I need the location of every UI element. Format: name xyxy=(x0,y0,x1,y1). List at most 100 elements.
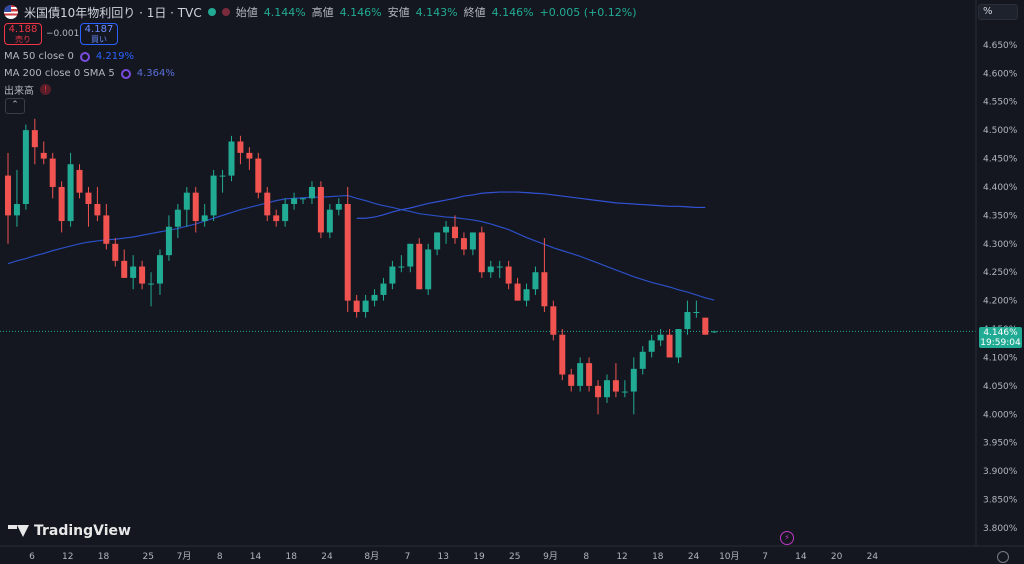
x-tick-label: 10月 xyxy=(719,551,739,562)
candle-body xyxy=(148,283,155,285)
settings-icon[interactable] xyxy=(120,68,131,79)
y-tick-label: 4.200% xyxy=(983,297,1018,307)
chart-legend: 米国債10年物利回り · 1日 · TVC 始値 4.144% 高値 4.146% … xyxy=(4,3,636,21)
candle-body xyxy=(103,215,110,244)
open-value: 4.144% xyxy=(263,5,306,19)
x-tick-label: 14 xyxy=(250,552,262,562)
candle-body xyxy=(237,141,244,153)
x-tick-label: 9月 xyxy=(543,551,558,562)
price-axis xyxy=(976,0,1024,564)
candle-body xyxy=(487,266,494,273)
volume-legend[interactable]: 出来高 ! xyxy=(4,82,51,97)
candle-body xyxy=(416,243,423,290)
candle-body xyxy=(443,226,450,233)
candle-body xyxy=(344,204,351,301)
candle-body xyxy=(380,283,387,295)
candle-body xyxy=(67,164,74,222)
warning-icon[interactable]: ! xyxy=(40,84,51,95)
buy-button[interactable]: 4.187 買い xyxy=(80,23,118,45)
y-tick-label: 3.950% xyxy=(983,439,1018,449)
x-tick-label: 18 xyxy=(652,552,664,562)
y-tick-label: 3.900% xyxy=(983,467,1018,477)
sell-button[interactable]: 4.188 売り xyxy=(4,23,42,45)
collapse-legend-button[interactable]: ⌃ xyxy=(5,98,25,114)
x-tick-label: 24 xyxy=(321,552,333,562)
symbol-title[interactable]: 米国債10年物利回り · 1日 · TVC xyxy=(24,5,202,20)
gear-icon[interactable] xyxy=(997,551,1009,563)
candle-body xyxy=(192,192,199,222)
candle-body xyxy=(425,249,432,290)
candle-body xyxy=(711,331,718,333)
candle-body xyxy=(550,306,557,335)
y-tick-label: 4.300% xyxy=(983,240,1018,250)
high-value: 4.146% xyxy=(339,5,382,19)
candle-body xyxy=(326,209,333,233)
scale-mode-button[interactable]: % xyxy=(978,4,1018,20)
candle-body xyxy=(684,311,691,330)
candle-body xyxy=(702,317,709,335)
x-tick-label: 8月 xyxy=(364,551,379,562)
candle-body xyxy=(308,186,315,199)
x-tick-label: 24 xyxy=(867,552,879,562)
candle-body xyxy=(362,300,369,312)
x-tick-label: 6 xyxy=(29,552,35,562)
candle-body xyxy=(371,294,378,301)
y-tick-label: 4.050% xyxy=(983,382,1018,392)
buy-price: 4.187 xyxy=(84,24,114,35)
trade-panel: 4.188 売り −0.001 4.187 買い xyxy=(4,23,118,45)
candle-body xyxy=(94,204,101,216)
candle-body xyxy=(121,260,128,278)
candle-body xyxy=(210,175,217,216)
status-icon xyxy=(221,8,230,16)
candle-body xyxy=(112,243,119,261)
buy-label: 買い xyxy=(91,35,107,44)
event-marker-icon[interactable]: ⚡ xyxy=(780,531,794,545)
candle-body xyxy=(639,351,646,369)
y-tick-label: 3.850% xyxy=(983,496,1018,506)
candle-body xyxy=(58,186,65,222)
ma200-legend[interactable]: MA 200 close 0 SMA 5 4.364% xyxy=(4,68,175,79)
candle-body xyxy=(514,283,521,301)
candle-body xyxy=(657,334,664,341)
candle-body xyxy=(174,209,181,227)
candle-body xyxy=(577,363,584,386)
y-tick-label: 4.650% xyxy=(983,41,1018,51)
candle-body xyxy=(40,152,47,159)
candle-body xyxy=(13,204,20,216)
change-value: +0.005 (+0.12%) xyxy=(539,5,637,19)
candle-body xyxy=(139,266,146,284)
x-tick-label: 12 xyxy=(616,552,627,562)
brand-name: TradingView xyxy=(34,523,131,539)
y-tick-label: 4.350% xyxy=(983,211,1018,221)
x-tick-label: 25 xyxy=(509,552,520,562)
candle-body xyxy=(76,169,83,193)
sell-label: 売り xyxy=(15,35,31,44)
tradingview-logo[interactable]: TradingView xyxy=(8,523,131,539)
x-tick-label: 7 xyxy=(762,552,768,562)
candle-body xyxy=(621,391,628,393)
us-flag-icon xyxy=(4,5,18,19)
candle-body xyxy=(317,186,324,233)
candle-body xyxy=(282,204,289,222)
ma200-value: 4.364% xyxy=(136,68,175,79)
candle-body xyxy=(5,175,11,216)
ma50-legend[interactable]: MA 50 close 0 4.219% xyxy=(4,51,134,62)
y-tick-label: 4.000% xyxy=(983,410,1018,420)
candle-body xyxy=(452,226,458,239)
candle-body xyxy=(183,192,190,210)
x-tick-label: 7 xyxy=(405,552,411,562)
candle-body xyxy=(353,300,360,312)
ma50-value: 4.219% xyxy=(95,51,134,62)
x-tick-label: 25 xyxy=(142,552,153,562)
volume-label: 出来高 xyxy=(4,86,34,97)
settings-icon[interactable] xyxy=(79,51,90,62)
high-label: 高値 xyxy=(311,6,334,19)
ma50-label: MA 50 close 0 xyxy=(4,51,74,62)
close-label: 終値 xyxy=(463,6,486,19)
candle-body xyxy=(85,192,92,205)
candle-body xyxy=(675,329,682,358)
candle-body xyxy=(264,192,271,216)
candle-body xyxy=(505,266,512,284)
candle-body xyxy=(434,232,441,250)
